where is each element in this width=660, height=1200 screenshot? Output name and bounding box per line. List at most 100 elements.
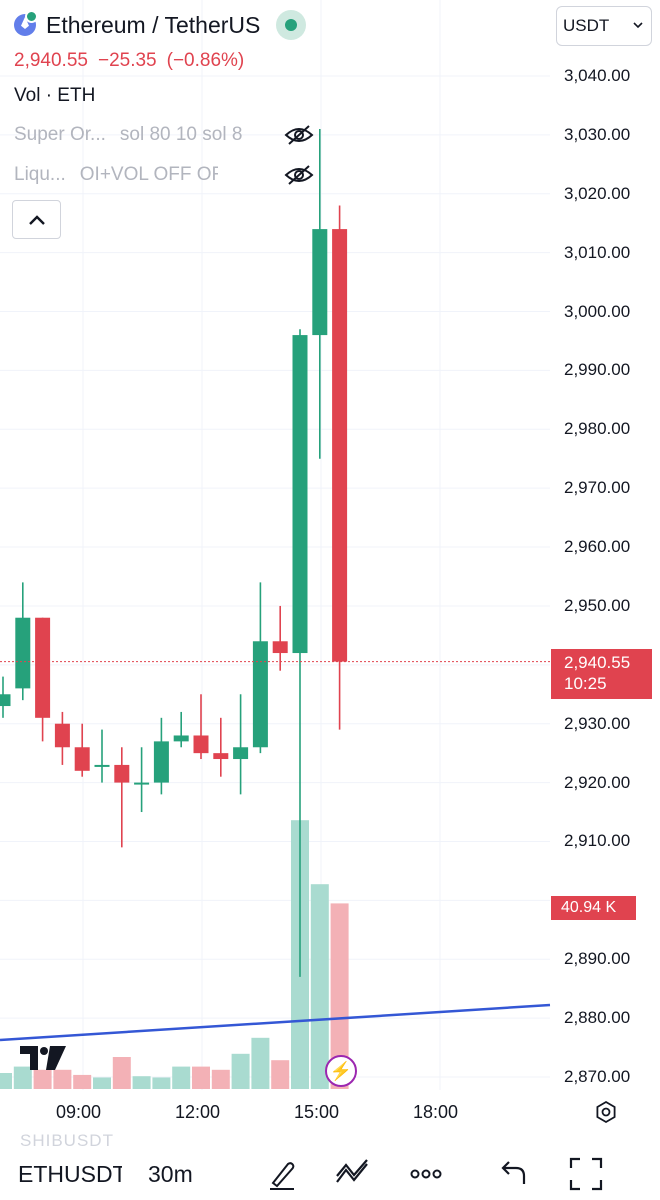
currency-select[interactable]: USDT — [556, 6, 652, 46]
volume-bar — [132, 1076, 151, 1089]
symbol-button[interactable]: ETHUSDT — [18, 1161, 122, 1187]
bottom-toolbar — [0, 1148, 660, 1200]
price-tick-label: 2,970.00 — [564, 478, 631, 498]
volume-bar — [192, 1066, 210, 1089]
candle-body — [35, 617, 51, 718]
price-tick-label: 2,880.00 — [564, 1008, 631, 1028]
volume-bar — [271, 1060, 290, 1089]
symbol-title: Ethereum / TetherUS — [46, 11, 261, 38]
candle — [35, 617, 51, 742]
tether-logo-icon — [25, 10, 38, 23]
price-change: −25.35 — [97, 50, 157, 71]
indicator-name: Super Or... — [14, 124, 106, 145]
volume-bar — [13, 1066, 32, 1089]
candle — [233, 694, 249, 795]
price-tick-label: 2,950.00 — [564, 595, 631, 615]
time-tick-label: 12:00 — [175, 1102, 221, 1122]
price-tick-label: 2,990.00 — [564, 360, 631, 380]
price-tick-label: 2,960.00 — [564, 537, 631, 557]
candle-body — [272, 641, 288, 654]
chevron-down-icon — [633, 22, 643, 29]
candle-body — [0, 694, 11, 707]
ethereum-logo-icon — [14, 10, 38, 36]
price-tick-label: 2,930.00 — [564, 713, 631, 733]
candle — [272, 605, 288, 671]
candle — [193, 694, 209, 760]
eye-off-icon[interactable] — [284, 124, 314, 146]
candle — [252, 582, 268, 754]
candle — [332, 205, 348, 730]
trendline — [0, 1003, 551, 1042]
volume-bar — [152, 1077, 171, 1089]
price-tick-label: 3,010.00 — [564, 242, 631, 262]
interval-button[interactable]: 30m — [148, 1161, 193, 1187]
settings-icon[interactable] — [594, 1100, 618, 1124]
volume-value-label: 40.94 K — [551, 896, 636, 920]
candle — [0, 676, 11, 718]
volume-bar — [172, 1066, 191, 1089]
currency-value: USDT — [563, 16, 610, 35]
candle — [173, 711, 189, 748]
price-tick-label: 2,870.00 — [564, 1067, 631, 1086]
collapse-legend-button[interactable] — [12, 200, 61, 239]
time-tick-label: 09:00 — [56, 1102, 102, 1122]
candle-body — [134, 782, 150, 785]
candle-body — [15, 617, 31, 689]
drawing-brush-icon[interactable] — [264, 1156, 300, 1192]
candle-body — [94, 764, 110, 767]
bar-countdown: 10:25 — [564, 674, 607, 693]
time-tick-label: 18:00 — [413, 1102, 459, 1122]
market-open-status-icon — [276, 10, 307, 40]
candle-body — [233, 747, 249, 760]
eye-off-icon[interactable] — [284, 164, 314, 186]
candle — [74, 723, 90, 777]
tradingview-logo-icon[interactable] — [20, 1046, 66, 1070]
volume-bar — [0, 1073, 12, 1089]
candle-body — [54, 723, 70, 748]
price-summary: 2,940.55 −25.35 (−0.86%) — [14, 50, 254, 72]
volume-bar — [112, 1057, 131, 1089]
undo-icon[interactable] — [494, 1156, 530, 1192]
volume-bar — [310, 884, 329, 1089]
candle-body — [332, 229, 348, 662]
volume-legend[interactable]: Vol · ETH — [14, 85, 95, 107]
candle-body — [292, 335, 308, 654]
volume-bar — [251, 1037, 270, 1089]
indicators-icon[interactable] — [334, 1156, 370, 1192]
volume-bar — [330, 903, 349, 1089]
candlestick-series — [0, 128, 348, 977]
candle — [213, 717, 229, 777]
price-tick-label: 2,890.00 — [564, 949, 631, 969]
symbol-header[interactable]: Ethereum / TetherUS — [14, 10, 307, 40]
price-tick-label: 3,030.00 — [564, 124, 631, 144]
candle-body — [153, 741, 169, 783]
candle — [312, 128, 328, 459]
price-tick-label: 3,000.00 — [564, 301, 631, 321]
current-price: 2,940.55 — [14, 50, 88, 71]
last-price-value: 2,940.55 — [564, 653, 631, 672]
volume-bar — [53, 1069, 72, 1089]
volume-bar — [93, 1077, 111, 1089]
candle — [153, 717, 169, 795]
candle-body — [312, 229, 328, 336]
lightning-icon[interactable]: ⚡ — [325, 1055, 357, 1087]
indicator-legend-2[interactable]: Liqu... OI+VOL OFF OFF 1 H — [14, 164, 218, 186]
candle — [134, 747, 150, 813]
more-options-icon[interactable] — [408, 1156, 444, 1192]
volume-bar — [231, 1053, 250, 1089]
fullscreen-icon[interactable] — [568, 1156, 604, 1192]
volume-legend-label: Vol · ETH — [14, 85, 96, 106]
candle-body — [193, 735, 209, 754]
candle-body — [74, 747, 90, 771]
candle-body — [114, 764, 130, 783]
time-tick-label: 15:00 — [294, 1102, 340, 1122]
volume-bar — [211, 1069, 230, 1089]
candle — [54, 711, 70, 765]
price-tick-label: 2,910.00 — [564, 831, 631, 851]
candle — [114, 747, 130, 848]
indicator-params: OI+VOL OFF OFF 1 H — [79, 164, 218, 185]
candle-body — [213, 753, 229, 760]
chevron-up-icon — [28, 214, 45, 225]
indicator-legend-1[interactable]: Super Or... sol 80 10 sol 8 — [14, 124, 258, 146]
